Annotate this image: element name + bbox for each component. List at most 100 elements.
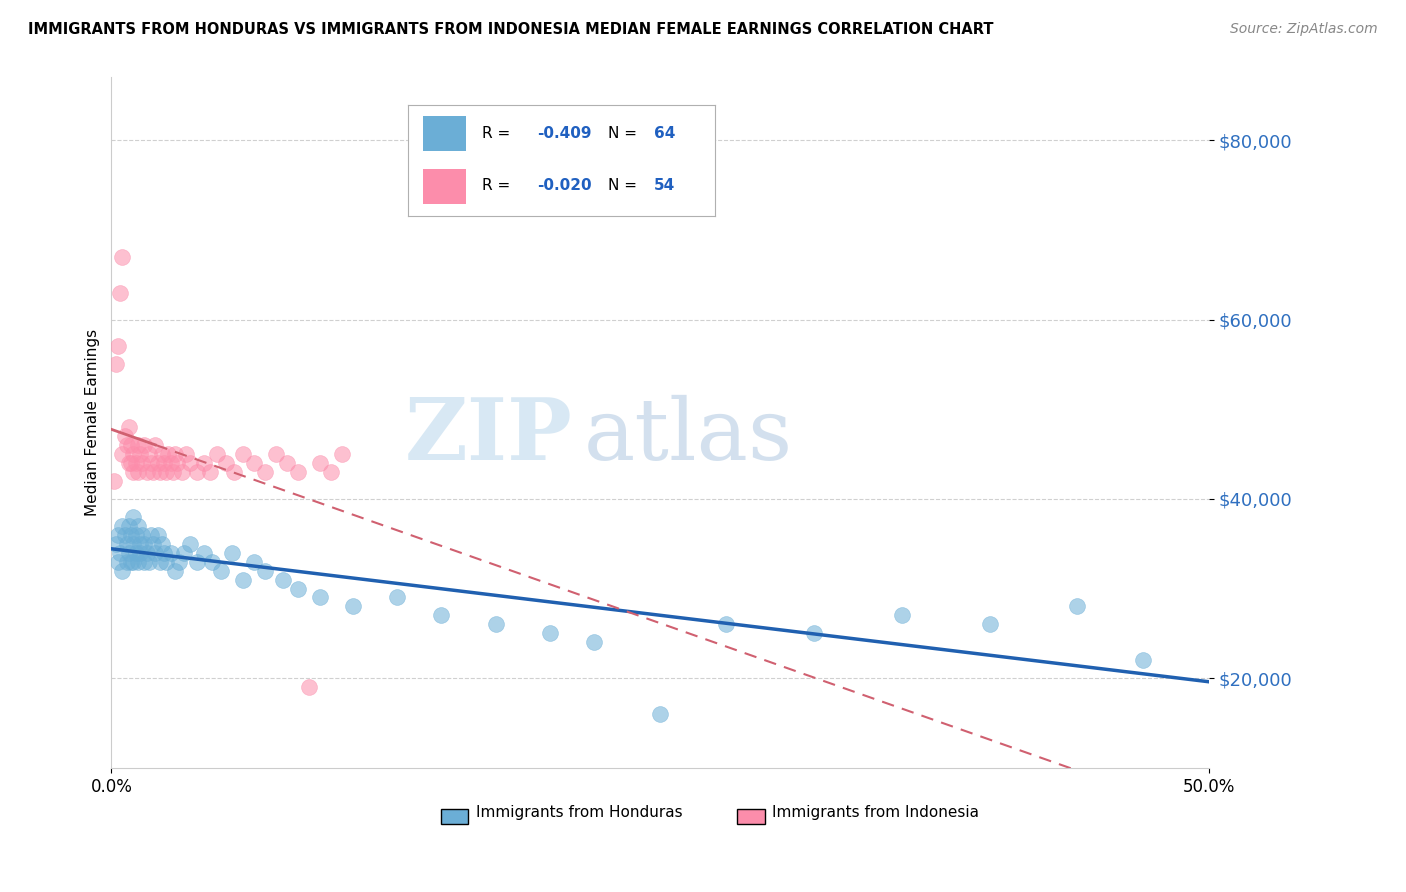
Text: IMMIGRANTS FROM HONDURAS VS IMMIGRANTS FROM INDONESIA MEDIAN FEMALE EARNINGS COR: IMMIGRANTS FROM HONDURAS VS IMMIGRANTS F…	[28, 22, 994, 37]
Point	[193, 456, 215, 470]
Point	[169, 555, 191, 569]
Point	[890, 608, 912, 623]
Point	[124, 546, 146, 560]
Point	[108, 285, 131, 300]
Point	[714, 617, 737, 632]
Point	[200, 465, 222, 479]
Point	[224, 465, 246, 479]
Text: Immigrants from Indonesia: Immigrants from Indonesia	[772, 805, 979, 821]
Point	[115, 555, 138, 569]
Point	[159, 546, 181, 560]
Point	[134, 537, 156, 551]
Point	[107, 555, 129, 569]
Point	[139, 527, 162, 541]
Point	[173, 546, 195, 560]
Point	[146, 456, 169, 470]
Point	[131, 456, 153, 470]
Point	[803, 626, 825, 640]
Point	[124, 456, 146, 470]
Point	[205, 447, 228, 461]
Point	[104, 357, 127, 371]
Point	[122, 509, 145, 524]
Point	[254, 564, 277, 578]
Point	[118, 420, 141, 434]
Point	[142, 537, 165, 551]
Point	[124, 527, 146, 541]
Point	[170, 465, 193, 479]
Point	[135, 546, 157, 560]
Point	[162, 465, 184, 479]
Point	[120, 456, 142, 470]
Point	[139, 456, 162, 470]
FancyBboxPatch shape	[440, 808, 468, 824]
Point	[129, 546, 152, 560]
FancyBboxPatch shape	[737, 808, 765, 824]
Point	[103, 474, 125, 488]
Point	[201, 555, 224, 569]
Point	[153, 546, 176, 560]
Point	[118, 546, 141, 560]
Point	[134, 555, 156, 569]
Point	[111, 518, 134, 533]
Point	[111, 564, 134, 578]
Point	[385, 591, 408, 605]
Point	[221, 546, 243, 560]
Point	[1066, 599, 1088, 614]
Point	[120, 527, 142, 541]
Point	[165, 564, 187, 578]
Point	[650, 707, 672, 722]
Point	[214, 456, 236, 470]
Point	[276, 456, 298, 470]
Point	[153, 456, 176, 470]
Text: atlas: atlas	[583, 395, 793, 478]
Point	[138, 555, 160, 569]
Point	[122, 465, 145, 479]
Y-axis label: Median Female Earnings: Median Female Earnings	[86, 329, 100, 516]
Point	[120, 438, 142, 452]
Point	[159, 456, 181, 470]
Point	[114, 527, 136, 541]
Point	[143, 438, 166, 452]
Point	[179, 456, 201, 470]
Point	[186, 465, 208, 479]
Point	[232, 447, 254, 461]
Point	[583, 635, 606, 649]
Point	[127, 438, 149, 452]
Text: Source: ZipAtlas.com: Source: ZipAtlas.com	[1230, 22, 1378, 37]
Point	[979, 617, 1001, 632]
Point	[174, 447, 197, 461]
Point	[309, 456, 332, 470]
Point	[118, 518, 141, 533]
Point	[157, 447, 180, 461]
Point	[166, 456, 188, 470]
Point	[115, 537, 138, 551]
Point	[127, 518, 149, 533]
Point	[146, 527, 169, 541]
Point	[540, 626, 562, 640]
Point	[155, 465, 177, 479]
Point	[150, 447, 173, 461]
Point	[138, 447, 160, 461]
Point	[484, 617, 506, 632]
Point	[193, 546, 215, 560]
Point	[107, 339, 129, 353]
Point	[114, 429, 136, 443]
Point	[120, 555, 142, 569]
Point	[287, 582, 309, 596]
Point	[243, 456, 266, 470]
Point	[108, 546, 131, 560]
Point	[243, 555, 266, 569]
Point	[149, 465, 172, 479]
Point	[143, 546, 166, 560]
Point	[179, 537, 201, 551]
Point	[319, 465, 342, 479]
Point	[122, 555, 145, 569]
Point	[155, 555, 177, 569]
Point	[264, 447, 287, 461]
Point	[135, 465, 157, 479]
Point	[129, 537, 152, 551]
Point	[342, 599, 364, 614]
Point	[129, 447, 152, 461]
Point	[118, 456, 141, 470]
Point	[131, 527, 153, 541]
